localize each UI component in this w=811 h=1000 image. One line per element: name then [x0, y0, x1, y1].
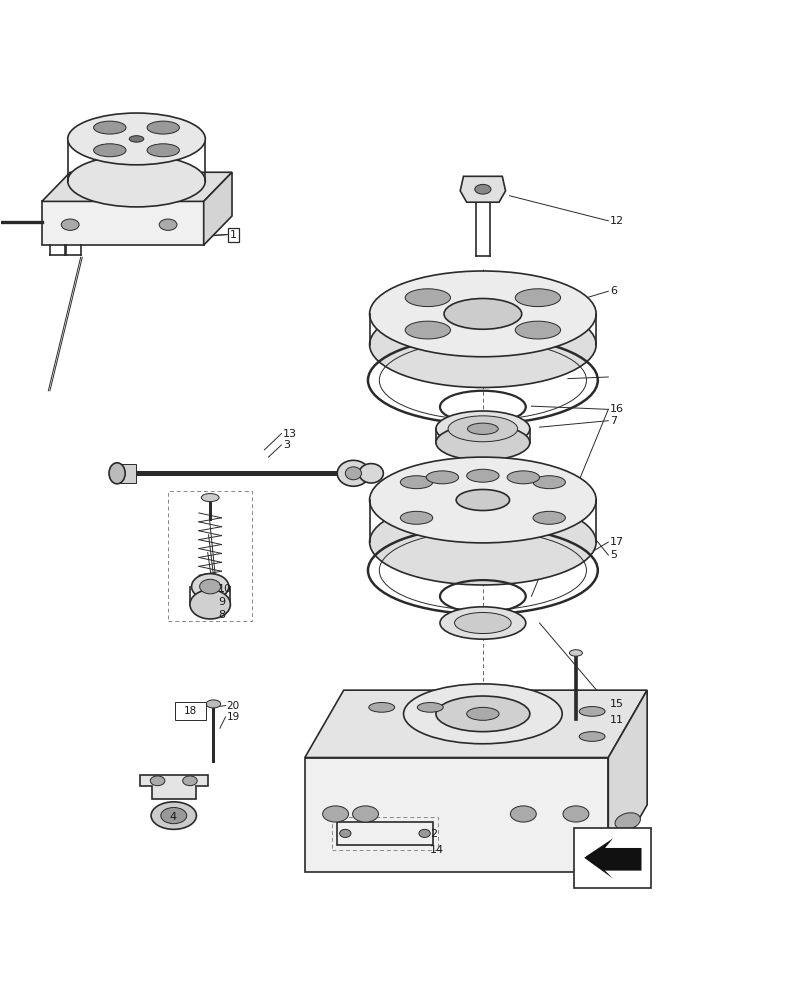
Ellipse shape	[191, 574, 229, 600]
Ellipse shape	[369, 499, 595, 585]
Ellipse shape	[358, 464, 383, 483]
Ellipse shape	[456, 489, 509, 511]
Ellipse shape	[436, 411, 529, 447]
Ellipse shape	[201, 494, 219, 502]
Text: 20: 20	[226, 701, 239, 711]
Ellipse shape	[454, 612, 511, 634]
Text: 9: 9	[218, 597, 225, 607]
Bar	[337, 822, 432, 845]
Polygon shape	[139, 775, 208, 799]
Polygon shape	[304, 758, 607, 872]
Ellipse shape	[159, 219, 177, 230]
Ellipse shape	[93, 121, 126, 134]
Ellipse shape	[436, 696, 529, 732]
Ellipse shape	[578, 732, 604, 741]
Ellipse shape	[405, 321, 450, 339]
Text: 19: 19	[226, 712, 239, 722]
Ellipse shape	[532, 476, 564, 489]
Polygon shape	[583, 838, 641, 879]
Ellipse shape	[562, 806, 588, 822]
Polygon shape	[583, 838, 606, 858]
Ellipse shape	[61, 219, 79, 230]
Bar	[573, 828, 650, 888]
Bar	[175, 702, 206, 720]
Ellipse shape	[147, 144, 179, 157]
Ellipse shape	[368, 703, 394, 712]
Ellipse shape	[418, 829, 430, 837]
Text: 16: 16	[609, 404, 623, 414]
Polygon shape	[42, 201, 204, 245]
Polygon shape	[117, 464, 135, 483]
Ellipse shape	[405, 289, 450, 307]
Ellipse shape	[400, 476, 432, 489]
Ellipse shape	[352, 806, 378, 822]
Text: 1: 1	[230, 230, 237, 240]
Text: 10: 10	[218, 584, 232, 594]
Ellipse shape	[147, 121, 179, 134]
Ellipse shape	[614, 813, 640, 830]
Ellipse shape	[507, 471, 539, 484]
Ellipse shape	[448, 416, 517, 442]
Ellipse shape	[129, 136, 144, 142]
Ellipse shape	[369, 271, 595, 357]
Text: 14: 14	[430, 845, 444, 855]
Ellipse shape	[515, 321, 560, 339]
Ellipse shape	[206, 700, 221, 708]
Ellipse shape	[109, 463, 125, 484]
Ellipse shape	[467, 423, 498, 434]
Ellipse shape	[93, 144, 126, 157]
Ellipse shape	[510, 806, 535, 822]
Polygon shape	[204, 172, 232, 245]
Text: 11: 11	[609, 715, 623, 725]
Ellipse shape	[417, 703, 443, 712]
Polygon shape	[42, 172, 232, 201]
Ellipse shape	[67, 155, 205, 207]
Ellipse shape	[182, 776, 197, 786]
Ellipse shape	[444, 299, 521, 329]
Ellipse shape	[403, 684, 561, 744]
Ellipse shape	[578, 707, 604, 716]
Text: 8: 8	[218, 610, 225, 620]
Ellipse shape	[466, 469, 499, 482]
Ellipse shape	[474, 184, 491, 194]
Ellipse shape	[515, 289, 560, 307]
Text: 4: 4	[169, 812, 177, 822]
Ellipse shape	[339, 829, 350, 837]
Text: 5: 5	[609, 550, 616, 560]
Ellipse shape	[426, 471, 458, 484]
Ellipse shape	[436, 425, 529, 460]
Ellipse shape	[466, 707, 499, 720]
Text: 18: 18	[184, 706, 197, 716]
Ellipse shape	[369, 302, 595, 388]
Ellipse shape	[151, 802, 196, 829]
Text: 6: 6	[609, 286, 616, 296]
Text: 2: 2	[430, 829, 437, 839]
Ellipse shape	[440, 607, 525, 639]
Ellipse shape	[369, 457, 595, 543]
Ellipse shape	[161, 808, 187, 824]
Ellipse shape	[345, 467, 361, 480]
Ellipse shape	[200, 579, 221, 594]
Text: 13: 13	[283, 429, 297, 439]
Text: 15: 15	[609, 699, 623, 709]
Ellipse shape	[322, 806, 348, 822]
Ellipse shape	[150, 776, 165, 786]
Ellipse shape	[400, 511, 432, 524]
Ellipse shape	[190, 590, 230, 619]
Polygon shape	[607, 690, 646, 872]
Ellipse shape	[569, 650, 581, 656]
Ellipse shape	[532, 511, 564, 524]
Text: 3: 3	[283, 440, 290, 450]
Polygon shape	[304, 690, 646, 758]
Ellipse shape	[67, 113, 205, 165]
Text: 17: 17	[609, 537, 624, 547]
Text: 7: 7	[609, 416, 616, 426]
Polygon shape	[460, 176, 505, 202]
Ellipse shape	[337, 460, 369, 486]
Text: 12: 12	[609, 216, 624, 226]
